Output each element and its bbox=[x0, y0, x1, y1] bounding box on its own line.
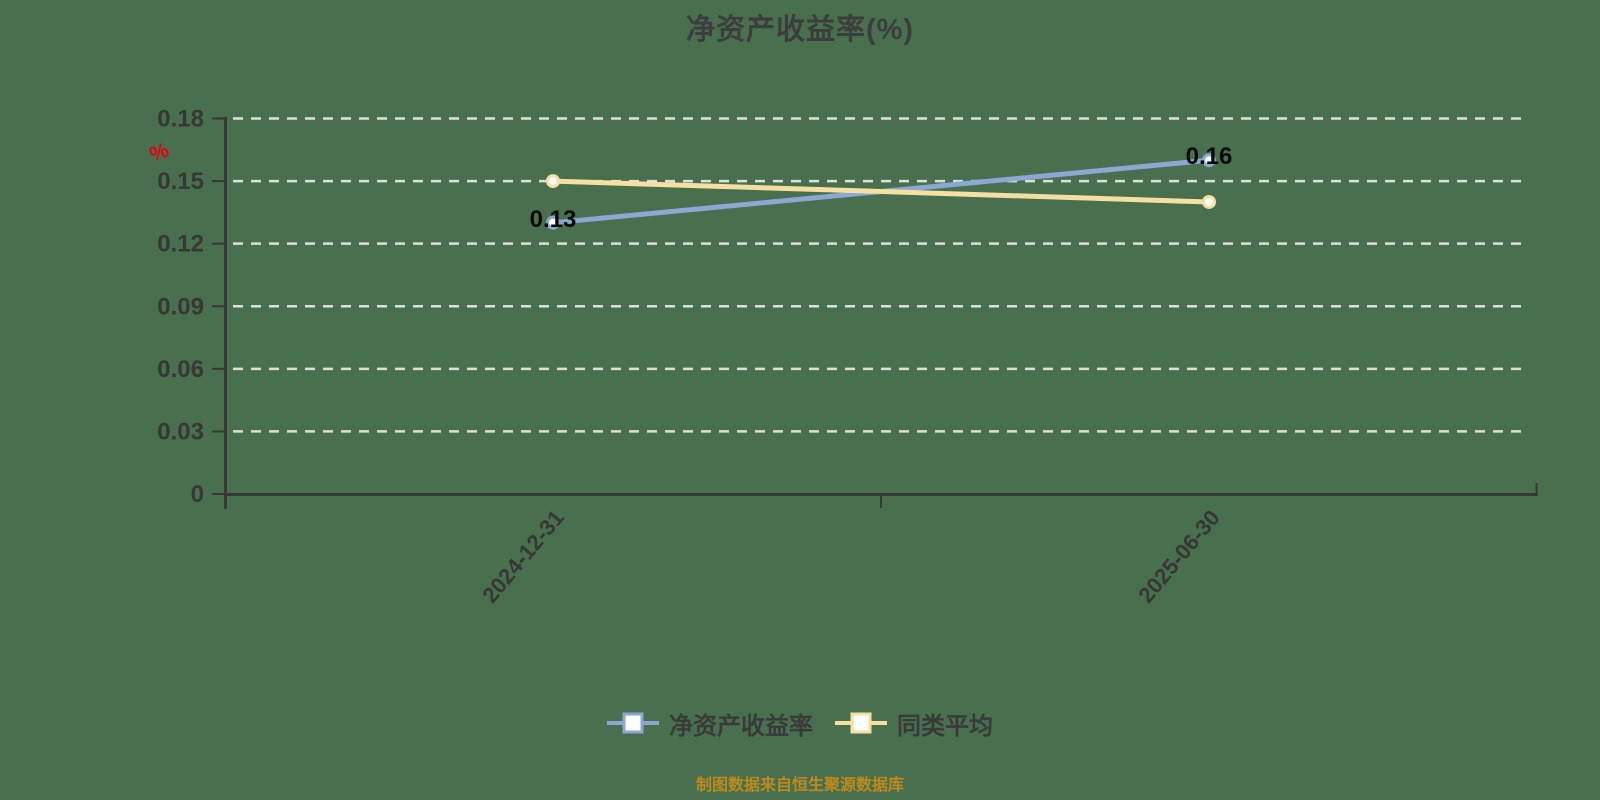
blue-line-marker-icon bbox=[607, 712, 659, 734]
yellow-line-marker-icon bbox=[835, 712, 887, 734]
svg-text:0.06: 0.06 bbox=[157, 356, 204, 383]
legend-label: 同类平均 bbox=[897, 712, 993, 740]
legend-label: 净资产收益率 bbox=[669, 712, 813, 740]
data-source-caption: 制图数据来自恒生聚源数据库 bbox=[695, 777, 904, 794]
svg-text:2025-06-30: 2025-06-30 bbox=[1133, 505, 1224, 607]
legend: 净资产收益率 同类平均 bbox=[0, 700, 1600, 746]
legend-item-net-asset-return[interactable]: 净资产收益率 bbox=[607, 706, 813, 741]
chart-title: 净资产收益率(%) bbox=[685, 14, 915, 46]
svg-text:0.13: 0.13 bbox=[530, 206, 577, 233]
svg-text:0.15: 0.15 bbox=[157, 168, 204, 195]
svg-text:2024-12-31: 2024-12-31 bbox=[477, 505, 568, 607]
svg-text:0.03: 0.03 bbox=[157, 418, 204, 445]
svg-text:0.09: 0.09 bbox=[157, 293, 204, 320]
svg-text:0.12: 0.12 bbox=[157, 231, 204, 258]
svg-text:0.18: 0.18 bbox=[157, 106, 204, 133]
legend-item-peer-average[interactable]: 同类平均 bbox=[835, 706, 993, 741]
svg-text:0: 0 bbox=[191, 481, 204, 508]
svg-text:0.16: 0.16 bbox=[1186, 143, 1233, 170]
